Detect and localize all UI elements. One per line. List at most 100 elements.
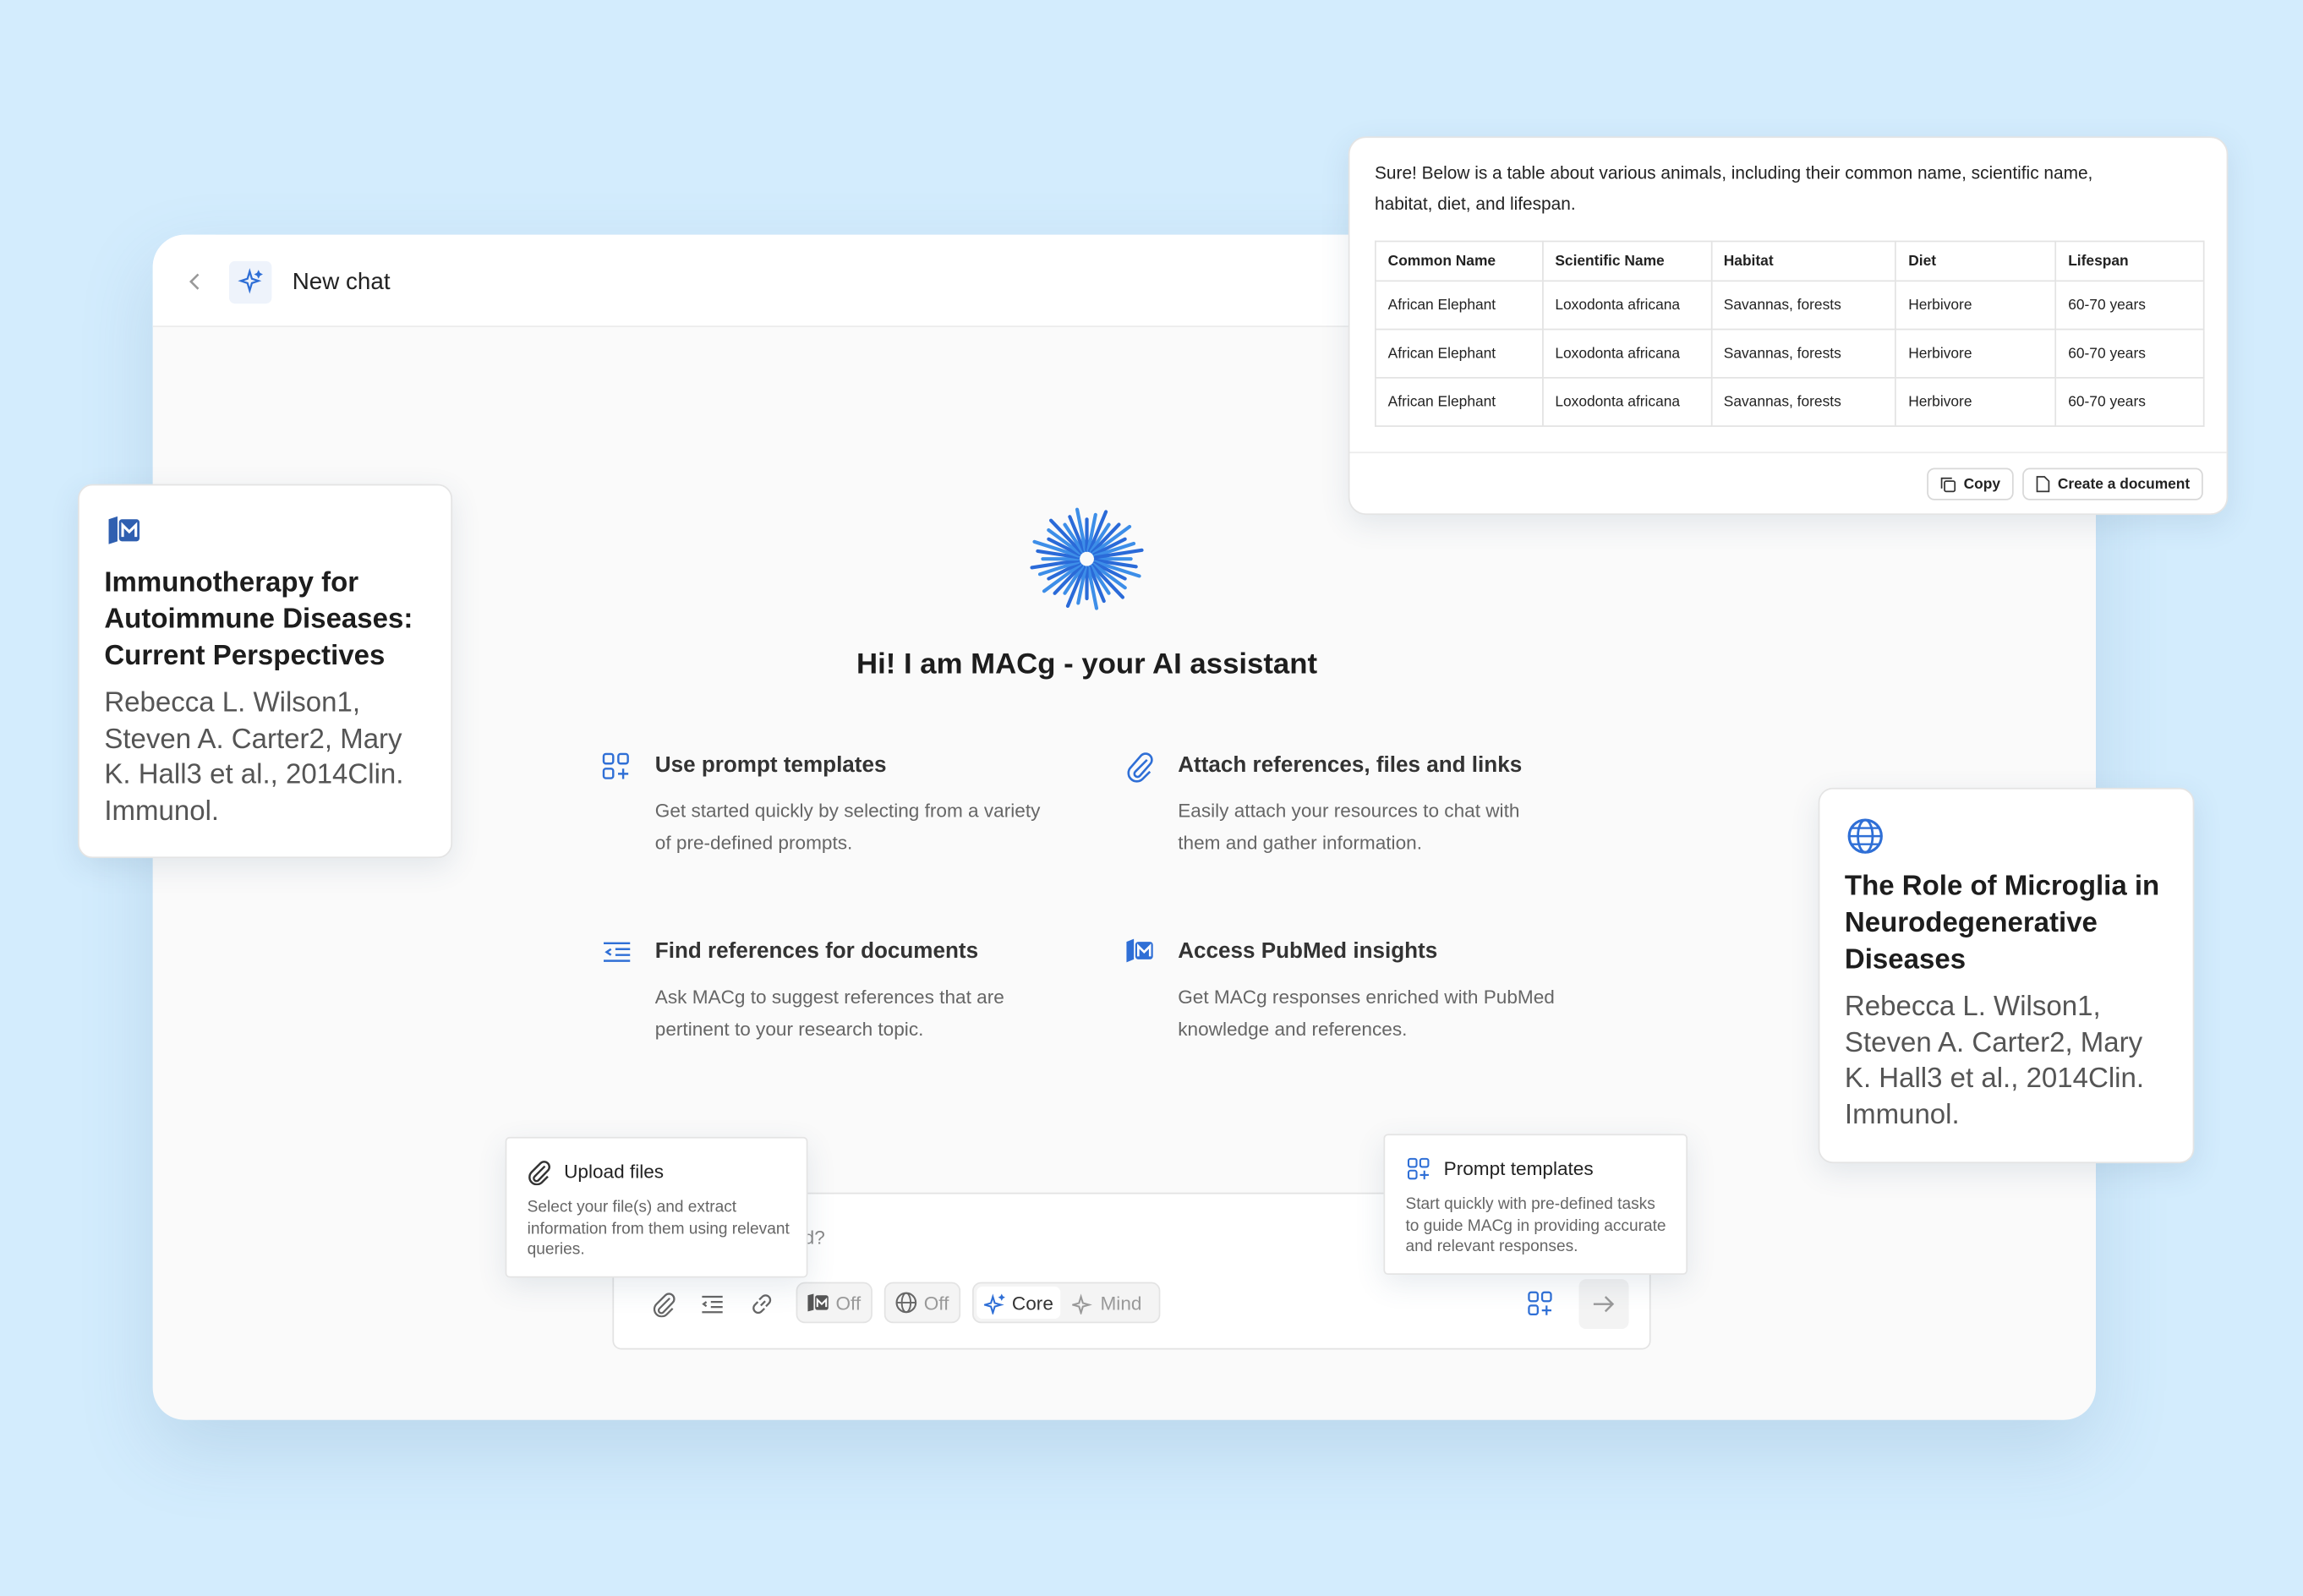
logo-ray — [1088, 565, 1106, 604]
feature-description: Ask MACg to suggest references that are … — [654, 986, 1004, 1041]
table-header-cell: Common Name — [1375, 240, 1544, 282]
create-document-button[interactable]: Create a document — [2022, 467, 2203, 500]
logo-ray — [1092, 561, 1127, 581]
logo-ray — [1091, 562, 1127, 590]
table-cell: African Elephant — [1375, 280, 1544, 331]
card-title: The Role of Microglia in Neurodegenerati… — [1844, 871, 2160, 976]
chat-icon — [229, 260, 272, 304]
table-row: African Elephant Loxodonta africana Savann… — [1375, 280, 2205, 331]
logo-ray — [1091, 524, 1132, 555]
table-cell: Herbivore — [1895, 280, 2057, 331]
logo-ray — [1068, 515, 1086, 553]
table-cell: Loxodonta africana — [1541, 328, 1712, 379]
mode-option[interactable]: Core — [976, 1286, 1061, 1320]
table-cell: 60-70 years — [2054, 328, 2205, 379]
logo — [1030, 507, 1144, 610]
table-header-cell: Diet — [1895, 240, 2057, 282]
feature-icon — [1127, 752, 1153, 783]
send-button[interactable] — [1578, 1279, 1629, 1330]
logo-ray — [1049, 518, 1083, 555]
logo-ray — [1093, 560, 1141, 578]
reference-card[interactable]: Immunotherapy for Autoimmune Diseases: C… — [78, 484, 453, 859]
table-cell: Savannas, forests — [1710, 328, 1897, 379]
table-header-cell: Habitat — [1710, 240, 1897, 282]
back-button[interactable] — [188, 271, 202, 292]
feature-title: Find references for documents — [654, 938, 979, 965]
logo-ray — [1086, 512, 1097, 552]
response-table: Common Name Scientific Name Habitat Diet Lif… — [1375, 240, 2205, 427]
divider — [1349, 451, 2227, 454]
tooltip: Prompt templates Start quickly with pre-… — [1383, 1134, 1688, 1275]
table-cell: Loxodonta africana — [1541, 376, 1712, 427]
logo-ray — [1088, 510, 1108, 553]
table-cell: Herbivore — [1895, 376, 2057, 427]
table-cell: Savannas, forests — [1710, 376, 1897, 427]
logo-ray — [1092, 537, 1127, 557]
web-toggle[interactable]: Off — [883, 1282, 961, 1324]
logo-ray — [1047, 527, 1082, 555]
button-label: Create a document — [2057, 476, 2191, 493]
response-text: Sure! Below is a table about various ani… — [1375, 162, 2093, 215]
button-label: Copy — [1963, 476, 2001, 493]
feature-description: Easily attach your resources to chat wit… — [1178, 799, 1520, 854]
table-row: African Elephant Loxodonta africana Savann… — [1375, 376, 2205, 427]
logo-ray — [1030, 558, 1080, 570]
logo-ray — [1089, 565, 1111, 595]
table-cell: Loxodonta africana — [1541, 280, 1712, 331]
copy-button[interactable]: Copy — [1927, 467, 2014, 500]
logo-ray — [1093, 548, 1144, 560]
card-title: Immunotherapy for Autoimmune Diseases: C… — [104, 567, 413, 672]
logo-ray — [1032, 539, 1080, 558]
references-button[interactable] — [701, 1294, 725, 1315]
logo-ray — [1047, 537, 1081, 557]
logo-ray — [1093, 558, 1138, 569]
feature-icon — [602, 752, 629, 779]
logo-ray — [1075, 507, 1087, 552]
logo-ray — [1036, 549, 1080, 560]
logo-ray — [1091, 564, 1125, 599]
table-cell: African Elephant — [1375, 328, 1544, 379]
logo-ray — [1047, 561, 1081, 581]
response-card: Sure! Below is a table about various ani… — [1348, 136, 2229, 516]
table-header-cell: Lifespan — [2054, 240, 2205, 282]
logo-ray — [1091, 522, 1121, 555]
mode-label: Core — [1011, 1291, 1053, 1314]
feature-title: Access PubMed insights — [1178, 938, 1438, 965]
card-authors: Rebecca L. Wilson1, Steven A. Carter2, M… — [104, 687, 404, 827]
table-row: African Elephant Loxodonta africana Savann… — [1375, 328, 2205, 379]
feature-title: Attach references, files and links — [1178, 752, 1523, 778]
tooltip-title: Prompt templates — [1443, 1157, 1594, 1180]
attach-button[interactable] — [652, 1291, 676, 1318]
chat-title: New chat — [292, 270, 391, 295]
logo-ray — [1076, 566, 1087, 605]
link-button[interactable] — [749, 1291, 775, 1317]
logo-ray — [1089, 522, 1111, 554]
tooltip: Upload files Select your file(s) and ext… — [505, 1136, 808, 1278]
table-cell: Herbivore — [1895, 328, 2057, 379]
feature-title: Use prompt templates — [654, 752, 887, 778]
logo-ray — [1086, 566, 1099, 610]
logo-ray — [1093, 541, 1136, 558]
table-cell: African Elephant — [1375, 376, 1544, 427]
logo-ray — [1042, 562, 1082, 593]
logo-ray — [1063, 565, 1085, 595]
pubmed-toggle[interactable]: Off — [796, 1282, 873, 1324]
logo-ray — [1053, 564, 1083, 595]
reference-card[interactable]: The Role of Microglia in Neurodegenerati… — [1818, 787, 2195, 1164]
toggle-state: Off — [835, 1291, 862, 1314]
table-header-cell: Scientific Name — [1541, 240, 1712, 282]
table-cell: 60-70 years — [2054, 376, 2205, 427]
logo-ray — [1037, 560, 1080, 577]
feature-description: Get MACg responses enriched with PubMed … — [1178, 986, 1555, 1041]
feature-description: Get started quickly by selecting from a … — [654, 799, 1041, 854]
mode-option[interactable]: Mind — [1067, 1292, 1148, 1314]
mode-switch: Core Mind — [972, 1282, 1161, 1324]
toggle-state: Off — [923, 1291, 949, 1314]
templates-button[interactable] — [1528, 1291, 1554, 1317]
card-authors: Rebecca L. Wilson1, Steven A. Carter2, M… — [1844, 992, 2145, 1131]
logo-ray — [1065, 565, 1086, 608]
table-cell: Savannas, forests — [1710, 280, 1897, 331]
tooltip-title: Upload files — [564, 1160, 665, 1183]
